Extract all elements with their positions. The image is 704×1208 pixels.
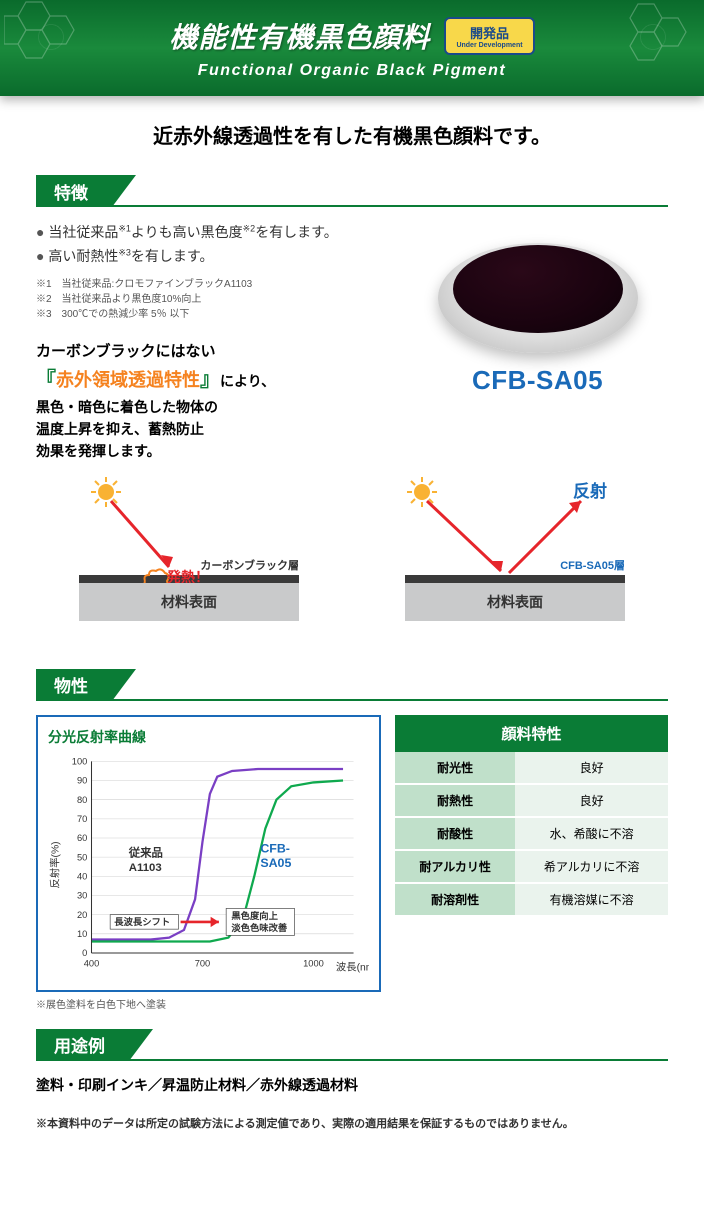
features-heading: 特徴 xyxy=(36,175,668,207)
properties-table: 顔料特性 耐光性良好耐熱性良好耐酸性水、希酸に不溶耐アルカリ性希アルカリに不溶耐… xyxy=(395,715,668,917)
table-row: 耐酸性水、希酸に不溶 xyxy=(395,817,668,850)
svg-text:50: 50 xyxy=(77,852,87,862)
svg-text:60: 60 xyxy=(77,833,87,843)
ray-in-arrow xyxy=(423,497,513,579)
hex-decoration-right xyxy=(620,2,700,77)
table-header: 顔料特性 xyxy=(395,715,668,752)
product-name: CFB-SA05 xyxy=(407,365,668,396)
reflectance-chart: 分光反射率曲線 0 10 20 30 40 50 60 70 80 90 100 400 700 100… xyxy=(36,715,381,992)
svg-text:100: 100 xyxy=(72,756,88,766)
svg-text:SA05: SA05 xyxy=(260,856,291,870)
bullet-1: 当社従来品※1よりも高い黒色度※2を有します。 xyxy=(36,221,389,245)
usage-text: 塗料・印刷インキ／昇温防止材料／赤外線透過材料 xyxy=(36,1075,668,1095)
disclaimer: ※本資料中のデータは所定の試験方法による測定値であり、実際の適用結果を保証するも… xyxy=(36,1115,668,1131)
svg-text:1000: 1000 xyxy=(303,958,324,968)
chart-title: 分光反射率曲線 xyxy=(48,727,369,747)
material-surface-1: 材料表面 xyxy=(79,583,299,621)
svg-text:従来品: 従来品 xyxy=(128,845,163,859)
table-row: 耐光性良好 xyxy=(395,752,668,784)
svg-text:A1103: A1103 xyxy=(129,862,162,874)
svg-text:反射率(%): 反射率(%) xyxy=(48,841,61,888)
product-dish-image xyxy=(438,227,638,357)
svg-text:700: 700 xyxy=(195,958,211,968)
svg-text:黒色度向上: 黒色度向上 xyxy=(231,910,278,921)
material-surface-2: 材料表面 xyxy=(405,583,625,621)
svg-text:80: 80 xyxy=(77,795,87,805)
svg-text:400: 400 xyxy=(84,958,100,968)
title-jp: 機能性有機黒色顔料 xyxy=(169,16,430,56)
usage-heading: 用途例 xyxy=(36,1029,668,1061)
badge-jp: 開発品 xyxy=(456,23,522,42)
svg-text:波長(nm): 波長(nm) xyxy=(336,960,369,973)
chart-note: ※展色塗料を白色下地へ塗装 xyxy=(36,996,668,1011)
diagram-cfb: 反射 CFB-SA05層 材料表面 xyxy=(375,471,655,651)
svg-text:CFB-: CFB- xyxy=(260,841,290,855)
hex-decoration-left xyxy=(4,0,90,77)
physical-heading: 物性 xyxy=(36,669,668,701)
svg-text:40: 40 xyxy=(77,871,87,881)
badge-en: Under Development xyxy=(456,42,522,49)
svg-text:30: 30 xyxy=(77,890,87,900)
cfb-layer-label: CFB-SA05層 xyxy=(560,557,625,573)
svg-text:0: 0 xyxy=(82,948,87,958)
table-row: 耐熱性良好 xyxy=(395,784,668,817)
intro-text: 近赤外線透過性を有した有機黒色顔料です。 xyxy=(36,120,668,149)
table-row: 耐溶剤性有機溶媒に不溶 xyxy=(395,883,668,916)
notes: ※1 当社従来品:クロモファインブラックA1103 ※2 当社従来品より黒色度1… xyxy=(36,277,389,322)
title-en: Functional Organic Black Pigment xyxy=(20,62,684,80)
lead-text: カーボンブラックにはない 『赤外領域透過特性』により、 黒色・暗色に着色した物体… xyxy=(36,340,389,463)
svg-text:長波長シフト: 長波長シフト xyxy=(114,916,170,927)
page-header: 機能性有機黒色顔料 開発品 Under Development Function… xyxy=(0,0,704,96)
svg-text:淡色色味改善: 淡色色味改善 xyxy=(231,922,288,933)
bullet-2: 高い耐熱性※3を有します。 xyxy=(36,245,389,269)
svg-text:20: 20 xyxy=(77,910,87,920)
carbon-layer-label: カーボンブラック層 xyxy=(200,557,299,573)
svg-text:70: 70 xyxy=(77,814,87,824)
svg-text:10: 10 xyxy=(77,929,87,939)
content-area: 近赤外線透過性を有した有機黒色顔料です。 特徴 当社従来品※1よりも高い黒色度※… xyxy=(0,96,704,1161)
chart-svg: 0 10 20 30 40 50 60 70 80 90 100 400 700 1000 反射率(%)… xyxy=(48,751,369,979)
svg-text:90: 90 xyxy=(77,775,87,785)
diagram-carbon: カーボンブラック層 発熱！ 材料表面 xyxy=(49,471,329,651)
dev-badge: 開発品 Under Development xyxy=(444,17,534,55)
table-row: 耐アルカリ性希アルカリに不溶 xyxy=(395,850,668,883)
